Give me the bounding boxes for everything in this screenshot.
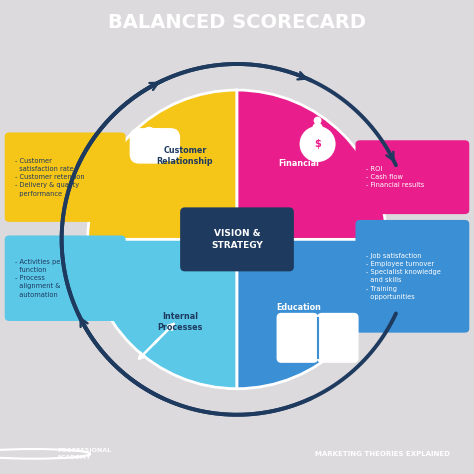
FancyBboxPatch shape [356, 220, 469, 333]
FancyBboxPatch shape [277, 313, 318, 363]
FancyBboxPatch shape [317, 313, 358, 363]
Wedge shape [88, 90, 237, 239]
Circle shape [142, 127, 156, 142]
Text: MARKETING THEORIES EXPLAINED: MARKETING THEORIES EXPLAINED [315, 451, 450, 457]
Wedge shape [237, 90, 386, 239]
Text: Internal
Processes: Internal Processes [157, 312, 203, 332]
Text: Education
& growth: Education & growth [276, 303, 321, 323]
Wedge shape [237, 239, 386, 389]
FancyBboxPatch shape [146, 128, 180, 161]
Text: VISION &
STRATEGY: VISION & STRATEGY [211, 228, 263, 250]
Circle shape [314, 117, 321, 125]
Text: - Customer
  satisfaction rate
- Customer retention
- Delivery & quality
  perfo: - Customer satisfaction rate - Customer … [15, 158, 85, 197]
Circle shape [300, 126, 336, 162]
Text: Customer
Relationship: Customer Relationship [156, 146, 213, 166]
Text: $: $ [314, 139, 321, 149]
FancyBboxPatch shape [5, 236, 126, 321]
Text: Financial: Financial [278, 159, 319, 168]
FancyBboxPatch shape [356, 140, 469, 214]
Text: BALANCED SCORECARD: BALANCED SCORECARD [108, 13, 366, 32]
Text: - ROI
- Cash flow
- Financial results: - ROI - Cash flow - Financial results [366, 166, 424, 189]
Text: - Activities per
  function
- Process
  alignment &
  automation: - Activities per function - Process alig… [15, 259, 64, 298]
Text: PROFESSIONAL
ACADEMY: PROFESSIONAL ACADEMY [57, 448, 111, 460]
FancyBboxPatch shape [129, 128, 169, 164]
Circle shape [157, 130, 170, 143]
Ellipse shape [313, 123, 322, 131]
Text: - Job satisfaction
- Employee turnover
- Specialist knowledge
  and skills
- Tra: - Job satisfaction - Employee turnover -… [366, 253, 441, 300]
Wedge shape [88, 239, 237, 389]
FancyBboxPatch shape [180, 208, 294, 271]
FancyBboxPatch shape [5, 132, 126, 222]
